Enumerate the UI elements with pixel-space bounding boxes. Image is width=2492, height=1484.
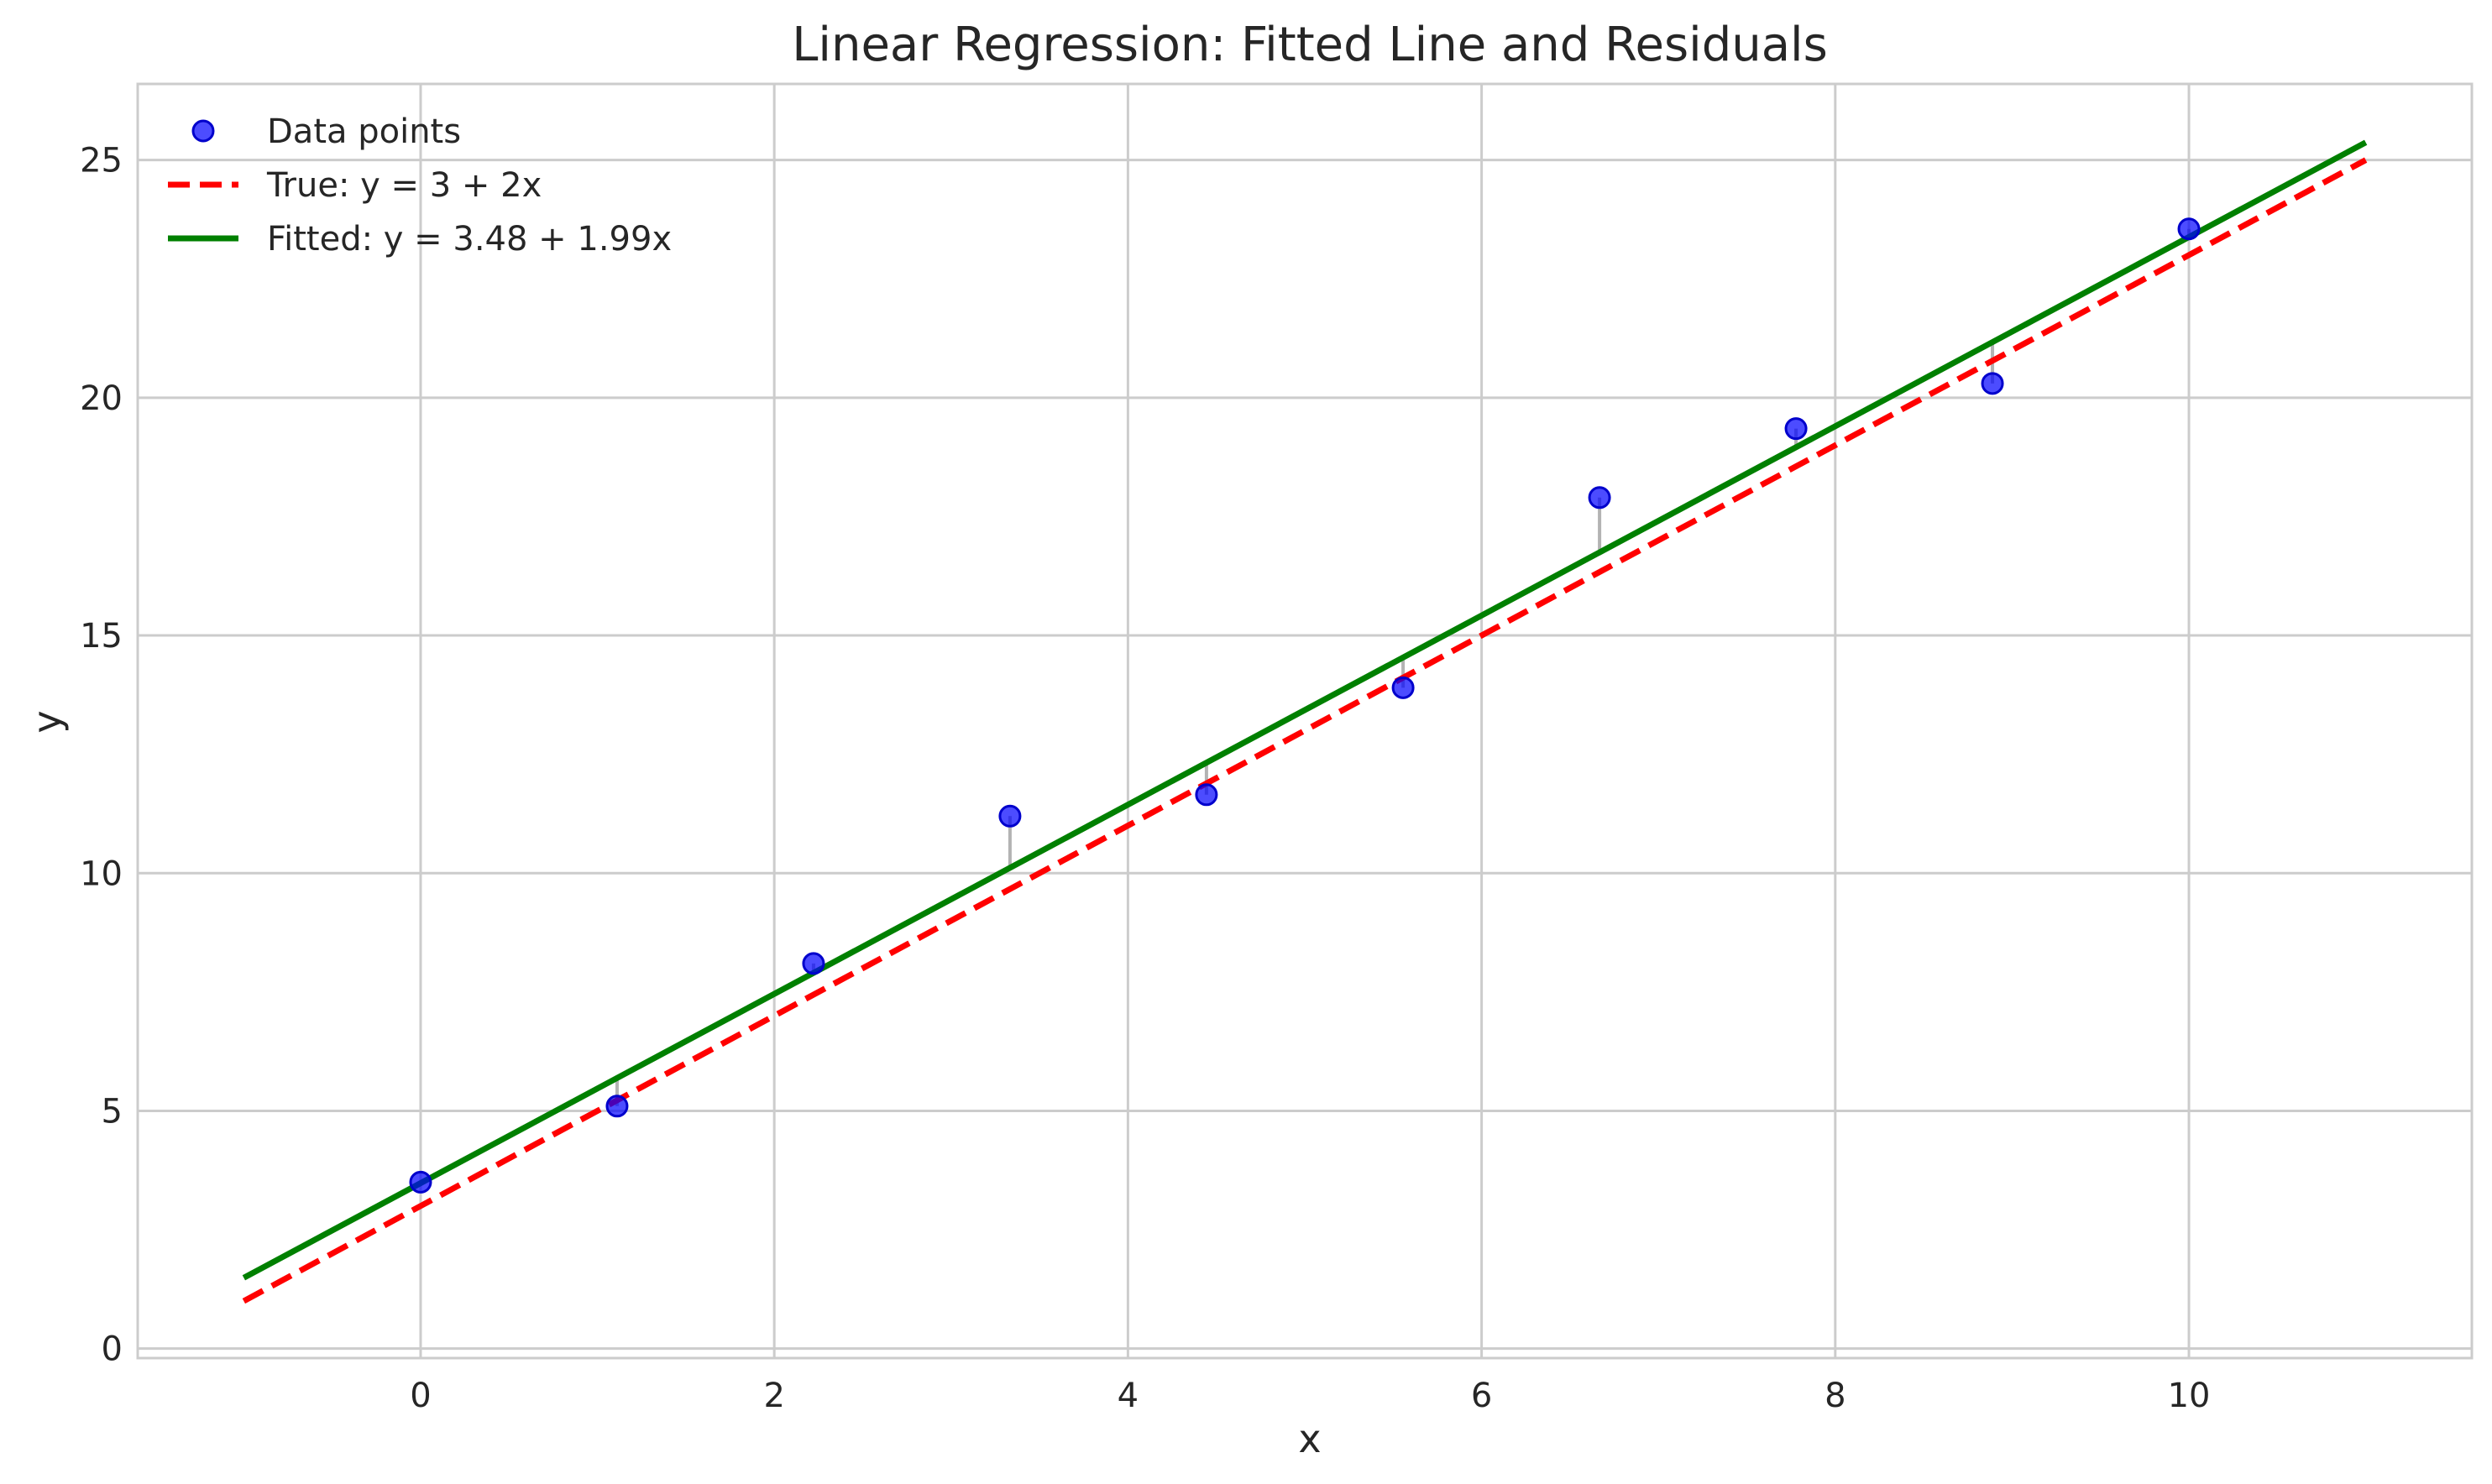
x-tick-label-4: 8: [1824, 1377, 1845, 1415]
true-line: [242, 157, 2368, 1304]
data-point-3: [998, 804, 1022, 828]
data-point-9: [2177, 217, 2201, 241]
y-tick-label-0: 0: [102, 1330, 123, 1369]
tick-labels: 0 2 4 6 8 10 0 5 10 15 20 25: [80, 142, 2210, 1415]
legend-marker-data-points: [191, 119, 215, 143]
data-point-7: [1784, 417, 1808, 441]
x-tick-label-5: 10: [2168, 1377, 2211, 1415]
data-point-1: [605, 1095, 629, 1118]
data-point-8: [1981, 372, 2004, 395]
x-tick-label-0: 0: [410, 1377, 431, 1415]
y-axis-label: y: [24, 710, 70, 733]
data-point-0: [409, 1170, 432, 1194]
y-tick-label-2: 10: [80, 854, 123, 893]
data-points: [409, 217, 2201, 1194]
regression-lines: [242, 139, 2368, 1304]
grid-lines: [138, 84, 2472, 1358]
fitted-line: [242, 139, 2368, 1281]
x-tick-label-1: 2: [763, 1377, 784, 1415]
legend-label-fitted-line: Fitted: y = 3.48 + 1.99x: [267, 220, 672, 259]
data-point-4: [1195, 783, 1218, 807]
x-tick-label-3: 6: [1471, 1377, 1492, 1415]
y-tick-label-3: 15: [80, 617, 123, 656]
y-tick-label-1: 5: [102, 1092, 123, 1131]
x-axis-label: x: [1298, 1416, 1321, 1461]
chart-title: Linear Regression: Fitted Line and Resid…: [792, 18, 1828, 72]
data-point-2: [802, 952, 825, 975]
data-point-5: [1391, 676, 1415, 699]
legend-label-true-line: True: y = 3 + 2x: [266, 166, 542, 205]
legend: Data points True: y = 3 + 2x Fitted: y = 3…: [168, 112, 672, 259]
data-point-6: [1588, 486, 1611, 509]
legend-label-data-points: Data points: [267, 112, 461, 151]
plot-frame: [136, 82, 2474, 1360]
y-tick-label-4: 20: [80, 379, 123, 418]
x-tick-label-2: 4: [1118, 1377, 1139, 1415]
y-tick-label-5: 25: [80, 142, 123, 180]
